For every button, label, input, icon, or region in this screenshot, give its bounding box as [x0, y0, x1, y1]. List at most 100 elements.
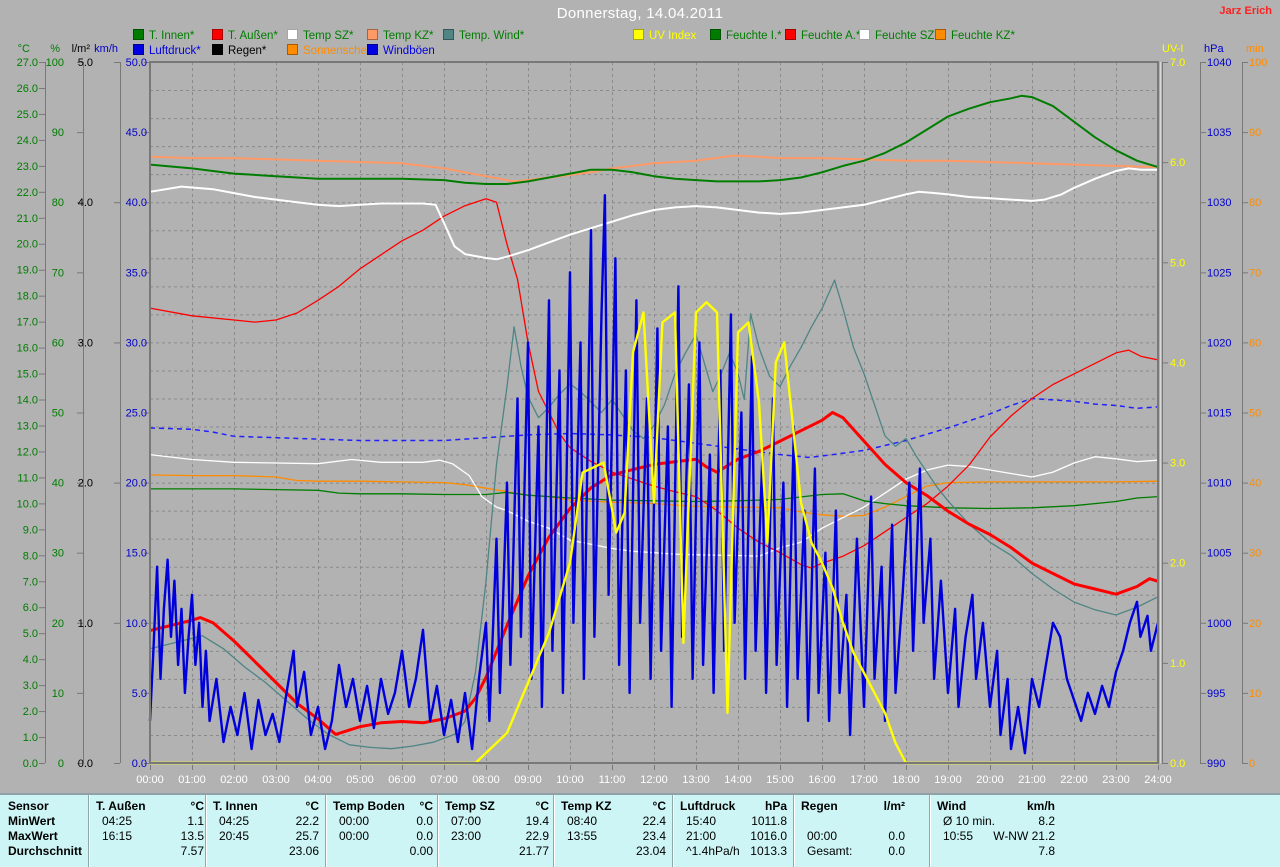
- axis-min-tick: 10: [1249, 688, 1261, 700]
- axis-c-tick: 7.0: [23, 576, 38, 588]
- table-value-time: 08:40: [567, 814, 598, 828]
- table-col-unit: l/m²: [883, 799, 905, 813]
- table-separator: [437, 795, 439, 867]
- legend-label: Temp KZ*: [383, 30, 434, 42]
- table-value: 25.7: [295, 829, 319, 843]
- page-title: Donnerstag, 14.04.2011: [556, 5, 724, 22]
- axis-hpa-tick: 1030: [1207, 197, 1231, 209]
- legend-label: Feuchte KZ*: [951, 30, 1015, 42]
- table-row-label: MaxWert: [8, 829, 58, 843]
- legend-swatch: [212, 29, 223, 40]
- table-col-unit: km/h: [1026, 799, 1055, 813]
- table-value: 21.77: [518, 844, 549, 858]
- axis-c-tick: 10.0: [17, 498, 38, 510]
- x-tick-label: 01:00: [178, 774, 206, 786]
- table-col-header: Temp SZ: [445, 799, 495, 813]
- table-value-time: 00:00: [339, 814, 370, 828]
- axis-hpa-tick: 1010: [1207, 478, 1231, 490]
- axis-hpa-tick: 1020: [1207, 337, 1231, 349]
- axis-kmh-tick: 30.0: [126, 337, 147, 349]
- table-col-header: Luftdruck: [680, 799, 736, 813]
- axis-pct-tick: 30: [52, 548, 64, 560]
- axis-min-tick: 20: [1249, 618, 1261, 630]
- table-value: 0.0: [888, 844, 905, 858]
- x-tick-label: 24:00: [1144, 774, 1172, 786]
- axis-pct-tick: 10: [52, 688, 64, 700]
- table-value: 22.9: [525, 829, 549, 843]
- axis-uv-tick: 7.0: [1170, 57, 1185, 69]
- axis-min-tick: 50: [1249, 408, 1261, 420]
- axis-pct-tick: 100: [46, 57, 64, 69]
- table-row-label: Durchschnitt: [8, 844, 83, 858]
- table-row-label: MinWert: [8, 814, 56, 828]
- table-value: 7.8: [1038, 844, 1055, 858]
- axis-uv-tick: 2.0: [1170, 558, 1185, 570]
- axis-c-tick: 24.0: [17, 135, 38, 147]
- legend-label: Luftdruck*: [149, 45, 201, 57]
- axis-uv-tick: 3.0: [1170, 458, 1185, 470]
- axis-kmh-tick: 5.0: [132, 688, 147, 700]
- table-value-time: ^1.4hPa/h: [686, 844, 740, 858]
- table-value: 1013.3: [750, 844, 787, 858]
- table-value: 8.2: [1038, 814, 1055, 828]
- table-value-time: 10:55: [943, 829, 974, 843]
- legend-swatch: [859, 29, 870, 40]
- series-temp_kz: [149, 154, 1159, 183]
- series-luftdruck: [149, 397, 1159, 459]
- axis-lm2: [114, 62, 121, 764]
- legend-item-0-7: Feuchte A.*: [785, 29, 860, 42]
- legend-swatch: [935, 29, 946, 40]
- table-separator: [672, 795, 674, 867]
- axis-lm2-tick: 1.0: [78, 618, 93, 630]
- legend-item-1-2: Sonnenschein: [287, 44, 376, 57]
- axis-c-tick: 17.0: [17, 317, 38, 329]
- axis-uv-tick: 6.0: [1170, 157, 1185, 169]
- legend-label: Sonnenschein: [303, 45, 376, 57]
- legend-label: UV Index: [649, 30, 697, 42]
- watermark: Jarz Erich: [1219, 5, 1272, 17]
- x-tick-label: 02:00: [220, 774, 248, 786]
- axis-hpa-tick: 1040: [1207, 57, 1231, 69]
- chart-plot: °C 27.0 26.0 25.0 24.0 23.0 22.0 21.0 20.0 19.0 18…: [17, 43, 1268, 786]
- table-col-header: Wind: [937, 799, 967, 813]
- axis-hpa-tick: 1000: [1207, 618, 1231, 630]
- legend-swatch: [287, 44, 298, 55]
- axis-title-c: °C: [18, 43, 30, 55]
- axis-pct-tick: 0: [58, 758, 64, 770]
- axis-c-tick: 15.0: [17, 369, 38, 381]
- table-col-unit: °C: [305, 799, 319, 813]
- table-col-header: T. Innen: [213, 799, 258, 813]
- axis-kmh-tick: 45.0: [126, 127, 147, 139]
- table-col-unit: °C: [652, 799, 666, 813]
- x-tick-label: 12:00: [640, 774, 668, 786]
- table-separator: [929, 795, 931, 867]
- axis-c-tick: 23.0: [17, 161, 38, 173]
- axis-hpa-tick: 1035: [1207, 127, 1231, 139]
- legend-swatch: [212, 44, 223, 55]
- axis-lm2-tick: 2.0: [78, 478, 93, 490]
- axis-title-hpa: hPa: [1204, 43, 1224, 55]
- table-value: 0.00: [409, 844, 433, 858]
- legend-item-1-3: Windböen: [367, 44, 435, 57]
- table-value-time: Ø 10 min.: [943, 814, 996, 828]
- axis-uv-tick: 4.0: [1170, 357, 1185, 369]
- x-tick-label: 21:00: [1018, 774, 1046, 786]
- axis-c-tick: 5.0: [23, 628, 38, 640]
- table-value: 0.0: [888, 829, 905, 843]
- axis-kmh-tick: 40.0: [126, 197, 147, 209]
- x-tick-label: 15:00: [766, 774, 794, 786]
- legend-swatch: [785, 29, 796, 40]
- table-row-label: Sensor: [8, 799, 49, 813]
- axis-hpa: [1200, 62, 1206, 764]
- plot-border: [149, 61, 1159, 764]
- x-tick-label: 08:00: [472, 774, 500, 786]
- axis-pct-tick: 70: [52, 267, 64, 279]
- x-tick-label: 00:00: [136, 774, 164, 786]
- series-temp_sz: [149, 167, 1158, 261]
- x-tick-label: 10:00: [556, 774, 584, 786]
- table-col-unit: °C: [535, 799, 549, 813]
- table-value-time: 00:00: [339, 829, 370, 843]
- x-tick-label: 23:00: [1102, 774, 1130, 786]
- table-value: 22.4: [642, 814, 666, 828]
